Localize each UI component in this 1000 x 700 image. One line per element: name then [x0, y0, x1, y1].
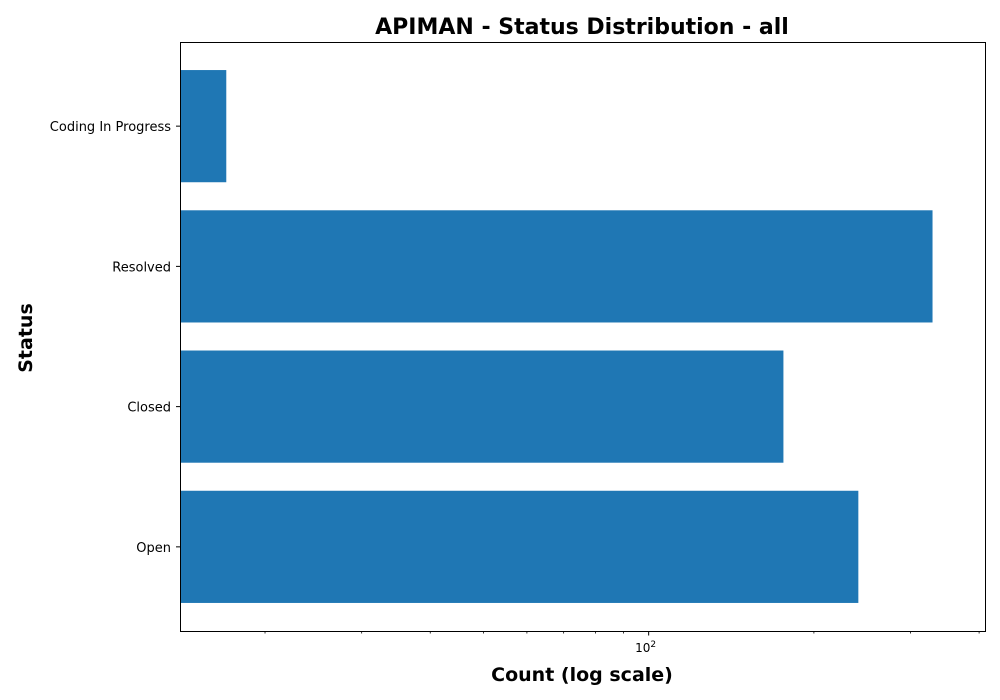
bars-layer — [180, 70, 933, 603]
x-tick-label: 102 — [635, 640, 656, 655]
y-tick-label: Closed — [127, 401, 171, 416]
y-tick-label: Coding In Progress — [50, 120, 171, 135]
plot-frame — [180, 42, 986, 632]
y-axis-ticks: Open Closed Resolved Coding In Progress — [50, 120, 180, 556]
chart-title: APIMAN - Status Distribution - all — [375, 15, 789, 40]
y-tick-label: Open — [136, 541, 171, 556]
bar-coding-in-progress — [180, 70, 227, 183]
bar-resolved — [180, 210, 933, 323]
x-axis-label: Count (log scale) — [491, 664, 673, 686]
y-axis-label: Status — [15, 303, 37, 373]
y-tick-label: Resolved — [112, 260, 171, 275]
bar-open — [180, 490, 859, 603]
bar-closed — [180, 350, 784, 463]
x-axis-ticks: 102 — [264, 631, 980, 655]
